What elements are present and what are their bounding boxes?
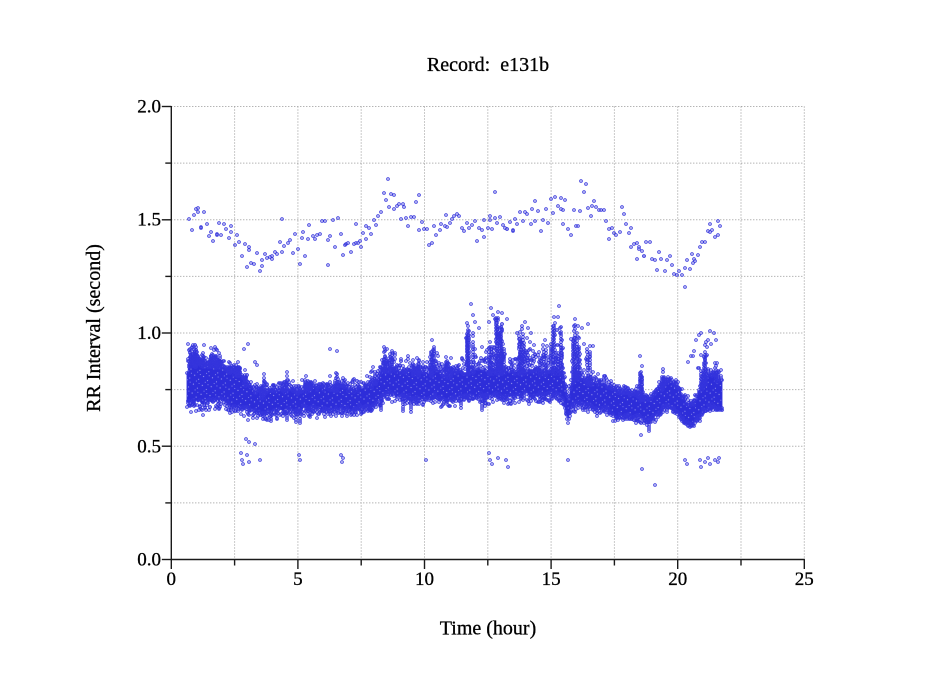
svg-text:5: 5 bbox=[293, 569, 303, 590]
svg-text:20: 20 bbox=[668, 569, 687, 590]
svg-text:15: 15 bbox=[542, 569, 561, 590]
svg-text:2.0: 2.0 bbox=[137, 97, 161, 118]
svg-text:25: 25 bbox=[795, 569, 814, 590]
svg-text:1.0: 1.0 bbox=[137, 323, 161, 344]
svg-text:Time (hour): Time (hour) bbox=[440, 618, 536, 640]
svg-text:0.0: 0.0 bbox=[137, 550, 161, 571]
svg-text:10: 10 bbox=[415, 569, 434, 590]
svg-text:0: 0 bbox=[167, 569, 177, 590]
svg-text:1.5: 1.5 bbox=[137, 210, 161, 231]
svg-text:Record: e131b: Record: e131b bbox=[427, 54, 549, 76]
svg-text:0.5: 0.5 bbox=[137, 436, 161, 457]
svg-text:RR Interval (second): RR Interval (second) bbox=[83, 244, 105, 412]
